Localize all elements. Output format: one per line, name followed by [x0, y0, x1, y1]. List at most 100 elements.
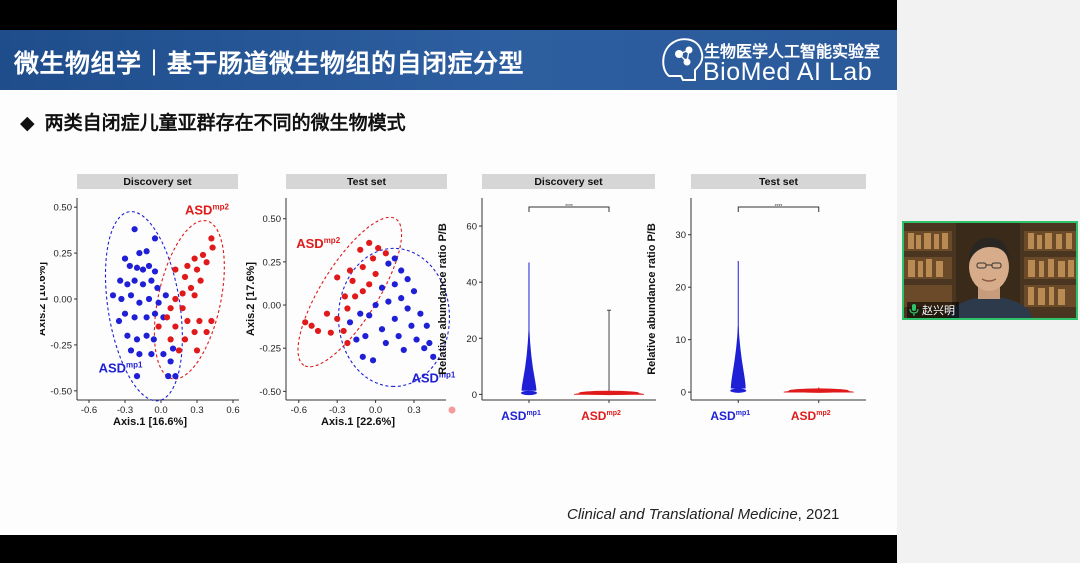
x-tick-label: 0.3: [407, 405, 420, 416]
y-tick-label: 20: [466, 334, 477, 345]
data-point-mp1: [155, 299, 162, 306]
data-point-mp1: [143, 332, 150, 339]
data-point-mp2: [184, 317, 191, 325]
data-point-mp1: [395, 333, 402, 340]
data-point-mp1: [118, 295, 125, 303]
data-point-mp2: [193, 347, 201, 354]
group-label-mp1: ASDmp1: [501, 409, 541, 423]
data-point-mp2: [203, 328, 210, 336]
group-label-mp1-text: ASD: [501, 409, 527, 423]
title-banner: [0, 30, 897, 90]
group-label-mp2-text: ASD: [185, 203, 212, 218]
data-point-mp1: [357, 310, 364, 317]
data-point-mp1: [378, 326, 386, 333]
x-axis-label: Axis.1 [22.6%]: [321, 416, 395, 428]
group-label-mp2: ASDmp2: [185, 203, 229, 218]
significance-bracket: [528, 206, 610, 212]
data-point-mp1: [382, 339, 389, 347]
x-tick-label: -0.6: [291, 405, 307, 416]
y-tick-label: 0: [472, 390, 477, 401]
diamond-bullet-icon: ◆: [20, 112, 35, 134]
data-point-mp1: [346, 319, 354, 326]
data-point-mp1: [421, 345, 428, 352]
group-label-mp1-superscript: mp1: [126, 360, 143, 369]
panel-header: [691, 174, 866, 189]
data-point-mp2: [346, 267, 354, 274]
data-point-mp1: [385, 298, 392, 305]
y-tick-label: 0.25: [54, 249, 73, 260]
panel-header: [482, 174, 655, 189]
x-tick-label: -0.3: [329, 405, 345, 416]
slide-subtitle: ◆ 两类自闭症儿童亚群存在不同的微生物模式: [20, 108, 406, 135]
confidence-ellipse-mp1: [104, 211, 183, 402]
citation-year: , 2021: [797, 506, 840, 523]
panel-title: Test set: [347, 176, 386, 188]
group-label-mp1-superscript: mp1: [736, 410, 751, 417]
data-point-mp1: [398, 295, 405, 302]
confidence-ellipse-mp2: [297, 216, 403, 368]
data-point-mp1: [372, 301, 379, 309]
x-tick-label: -0.6: [81, 405, 97, 416]
x-tick-label: 0.0: [369, 405, 382, 416]
chart-panel-2: Test set -0.50 -0.25 0.00 0.25 0.50 Axis.2 [17…: [245, 174, 456, 428]
group-label-mp2-superscript: mp2: [816, 410, 831, 417]
x-tick-label: 0.3: [190, 405, 203, 416]
participant-video-tile[interactable]: 赵兴明: [902, 221, 1078, 320]
data-point-mp1: [151, 310, 159, 317]
data-point-mp1: [143, 248, 150, 255]
data-point-mp1: [167, 358, 174, 365]
violin-base-mp2: [788, 388, 849, 393]
group-label-mp1: ASDmp1: [411, 371, 455, 386]
y-tick-label: 30: [675, 230, 686, 241]
data-point-mp2: [155, 323, 162, 330]
data-point-mp2: [191, 255, 198, 262]
pointer-cursor-icon: [448, 406, 456, 414]
data-point-mp1: [154, 284, 161, 292]
group-label-mp2-text: ASD: [581, 409, 607, 423]
data-point-mp1: [398, 267, 405, 274]
data-point-mp2: [359, 288, 366, 295]
data-point-mp2: [203, 259, 210, 266]
data-point-mp1: [150, 336, 157, 343]
data-point-mp1: [148, 350, 155, 358]
confidence-ellipse-mp2: [153, 220, 225, 380]
data-point-mp1: [366, 312, 373, 319]
data-point-mp2: [167, 336, 174, 343]
participant-name: 赵兴明: [922, 304, 955, 317]
data-point-mp2: [181, 336, 189, 343]
y-tick-label: -0.25: [50, 340, 72, 351]
data-point-mp1: [124, 281, 131, 288]
data-point-mp2: [172, 295, 179, 303]
y-tick-label: 0.00: [263, 301, 282, 312]
data-point-mp2: [191, 328, 198, 336]
panel-title: Discovery set: [534, 176, 603, 188]
participant-name-tag: 赵兴明: [907, 302, 959, 318]
y-axis-label: Axis.2 [17.6%]: [245, 262, 257, 336]
data-point-mp1: [417, 310, 424, 317]
y-tick-label: -0.50: [50, 386, 72, 397]
data-point-mp1: [391, 255, 398, 262]
y-axis-label: Relative abundance ratio P/B: [646, 223, 658, 375]
data-point-mp1: [145, 295, 153, 303]
data-point-mp2: [334, 315, 341, 322]
data-point-mp1: [391, 281, 398, 288]
data-point-mp1: [136, 299, 143, 306]
violin-base-mp2: [579, 390, 640, 396]
data-point-mp2: [341, 293, 348, 300]
y-tick-label: 0.50: [263, 214, 282, 225]
group-label-mp1-superscript: mp1: [439, 371, 456, 380]
data-point-mp1: [148, 277, 155, 284]
data-point-mp2: [314, 327, 322, 335]
data-point-mp1: [400, 346, 407, 354]
data-point-mp1: [378, 284, 386, 291]
panel-title: Discovery set: [123, 176, 192, 188]
data-point-mp1: [133, 264, 141, 271]
data-point-mp2: [369, 255, 377, 262]
group-label-mp2-text: ASD: [296, 236, 323, 251]
y-tick-label: -0.25: [259, 344, 281, 355]
data-point-mp1: [423, 322, 430, 329]
panel-header: [77, 174, 238, 189]
data-point-mp1: [126, 262, 133, 270]
data-point-mp2: [302, 319, 309, 326]
data-point-mp1: [127, 292, 135, 299]
